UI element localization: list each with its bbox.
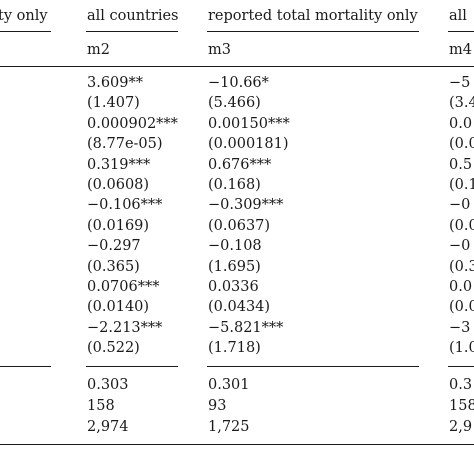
se-cell: (0.0608) (87, 177, 150, 193)
coef-cell: 0.319*** (87, 157, 151, 173)
se-cell: (0.0637) (208, 218, 271, 234)
coef-cell: −0.106*** (87, 197, 163, 213)
coef-cell: 3.609** (87, 75, 144, 91)
header-col2: all countries (87, 8, 179, 24)
se-cell: (1.695) (208, 259, 261, 275)
coef-cell: −0 (449, 238, 471, 254)
stat-cell: 0.3 (449, 377, 473, 393)
header-col1: ty only (0, 8, 48, 24)
se-cell: (0.0434) (208, 299, 271, 315)
se-cell: (0.0 (449, 136, 474, 152)
stats-rule-col4 (448, 366, 474, 368)
coef-cell: −0 (449, 197, 471, 213)
se-cell: (0.168) (208, 177, 261, 193)
header-rule-col4 (448, 31, 474, 33)
coef-cell: 0.00150*** (208, 116, 290, 132)
model-name-col3: m3 (208, 42, 231, 58)
se-cell: (1.407) (87, 95, 140, 111)
coef-cell: 0.0 (449, 279, 473, 295)
coef-cell: −2.213*** (87, 320, 163, 336)
header-rule-col1 (0, 31, 51, 33)
se-cell: (0.0 (449, 218, 474, 234)
se-cell: (0.0 (449, 299, 474, 315)
se-cell: (0.1 (449, 177, 474, 193)
stat-cell: 0.301 (208, 377, 250, 393)
se-cell: (0.3 (449, 259, 474, 275)
se-cell: (0.0140) (87, 299, 150, 315)
se-cell: (1.0 (449, 340, 474, 356)
coef-cell: 0.0336 (208, 279, 259, 295)
header-col3: reported total mortality only (208, 8, 418, 24)
coef-cell: −0.297 (87, 238, 141, 254)
se-cell: (0.000181) (208, 136, 289, 152)
coef-cell: 0.0706*** (87, 279, 160, 295)
se-cell: (0.365) (87, 259, 140, 275)
stat-cell: 158 (449, 398, 474, 414)
se-cell: (3.4 (449, 95, 474, 111)
coef-cell: −10.66* (208, 75, 269, 91)
coef-cell: 0.676*** (208, 157, 272, 173)
stats-rule-col2 (86, 366, 178, 368)
stats-rule-col1 (0, 366, 51, 368)
header-col4: all (449, 8, 467, 24)
coef-cell: −0.309*** (208, 197, 284, 213)
se-cell: (8.77e-05) (87, 136, 163, 152)
stat-cell: 2,9 (449, 419, 473, 435)
se-cell: (1.718) (208, 340, 261, 356)
stat-cell: 2,974 (87, 419, 129, 435)
stats-rule-col3 (207, 366, 419, 368)
se-cell: (0.0169) (87, 218, 150, 234)
header-rule-col2 (86, 31, 178, 33)
coef-cell: −0.108 (208, 238, 262, 254)
se-cell: (0.522) (87, 340, 140, 356)
stat-cell: 93 (208, 398, 227, 414)
bottom-rule (0, 444, 474, 446)
model-name-col4: m4 (449, 42, 472, 58)
se-cell: (5.466) (208, 95, 261, 111)
stat-cell: 158 (87, 398, 115, 414)
coef-cell: −5.821*** (208, 320, 284, 336)
coef-cell: 0.000902*** (87, 116, 178, 132)
stat-cell: 1,725 (208, 419, 250, 435)
coef-cell: 0.5 (449, 157, 473, 173)
coef-cell: 0.0 (449, 116, 473, 132)
coef-cell: −3 (449, 320, 471, 336)
header-rule-col3 (207, 31, 419, 33)
model-rule (0, 66, 474, 68)
stat-cell: 0.303 (87, 377, 129, 393)
coef-cell: −5 (449, 75, 471, 91)
model-name-col2: m2 (87, 42, 110, 58)
